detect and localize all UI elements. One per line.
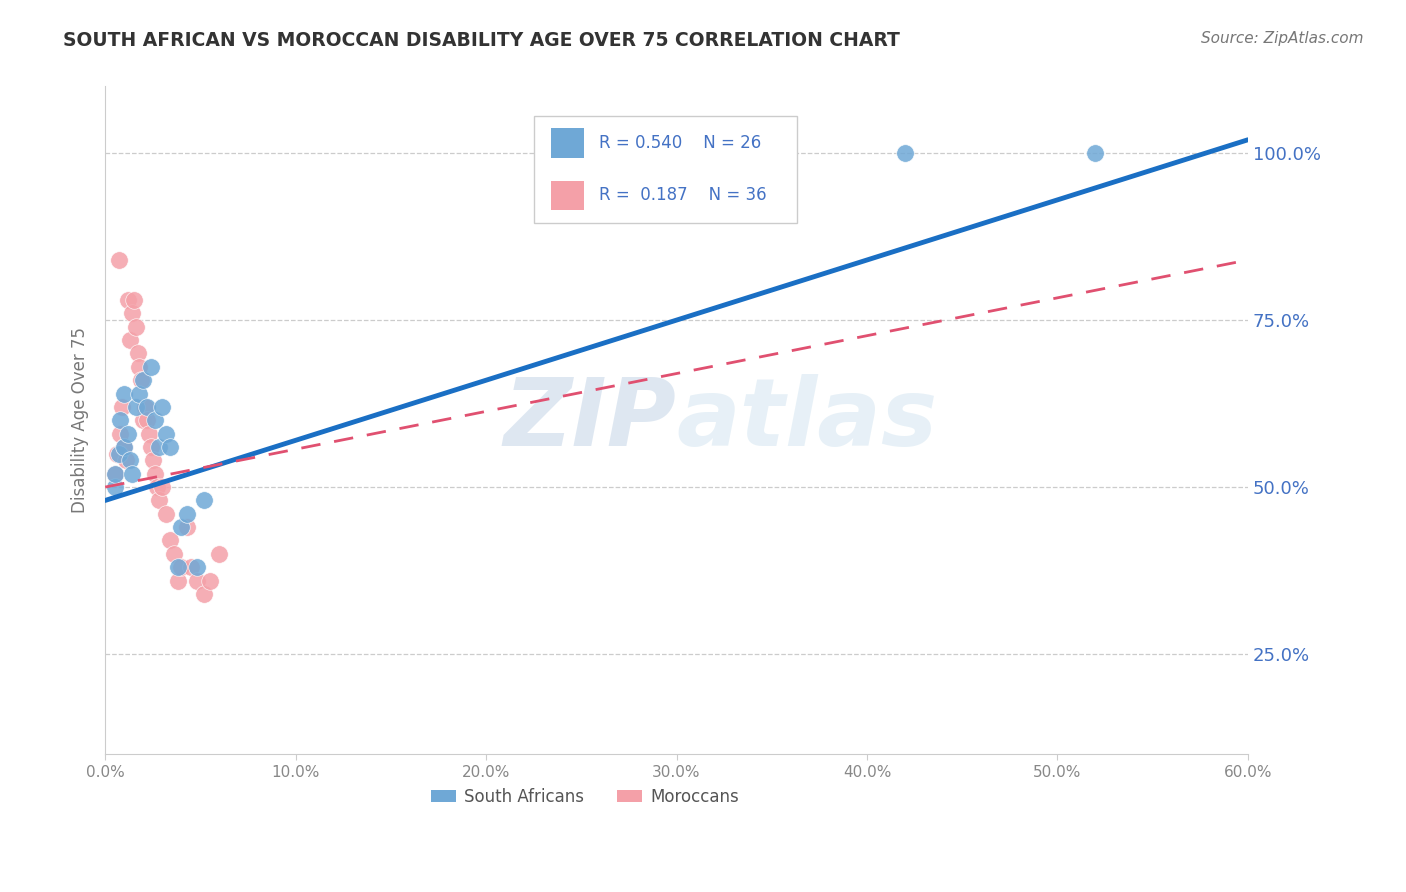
- Point: [186, 560, 208, 574]
- FancyBboxPatch shape: [551, 128, 583, 158]
- Point: [894, 146, 917, 161]
- Text: R =  0.187    N = 36: R = 0.187 N = 36: [599, 186, 766, 204]
- Point: [170, 560, 193, 574]
- Point: [193, 587, 215, 601]
- Point: [107, 447, 129, 461]
- Point: [121, 306, 143, 320]
- Point: [107, 252, 129, 267]
- Point: [118, 333, 141, 347]
- Point: [127, 346, 149, 360]
- Point: [125, 319, 148, 334]
- Point: [1084, 146, 1107, 161]
- Point: [132, 413, 155, 427]
- Point: [128, 359, 150, 374]
- Point: [142, 453, 165, 467]
- Point: [110, 426, 132, 441]
- Point: [138, 426, 160, 441]
- Point: [170, 520, 193, 534]
- Point: [128, 386, 150, 401]
- Point: [104, 467, 127, 481]
- Point: [180, 560, 202, 574]
- Point: [132, 373, 155, 387]
- Point: [134, 400, 156, 414]
- Legend: South Africans, Moroccans: South Africans, Moroccans: [425, 781, 747, 813]
- Point: [121, 467, 143, 481]
- Point: [112, 386, 135, 401]
- Point: [125, 400, 148, 414]
- Point: [166, 574, 188, 588]
- Point: [193, 493, 215, 508]
- Point: [166, 560, 188, 574]
- Text: Source: ZipAtlas.com: Source: ZipAtlas.com: [1201, 31, 1364, 46]
- Point: [176, 507, 198, 521]
- FancyBboxPatch shape: [534, 117, 797, 223]
- Text: R = 0.540    N = 26: R = 0.540 N = 26: [599, 134, 761, 153]
- Point: [155, 426, 177, 441]
- Point: [117, 426, 139, 441]
- Y-axis label: Disability Age Over 75: Disability Age Over 75: [72, 327, 89, 513]
- Point: [118, 453, 141, 467]
- Point: [150, 480, 173, 494]
- Point: [198, 574, 221, 588]
- Point: [143, 467, 166, 481]
- Point: [208, 547, 231, 561]
- Point: [112, 440, 135, 454]
- Point: [163, 547, 186, 561]
- Point: [139, 359, 162, 374]
- Text: SOUTH AFRICAN VS MOROCCAN DISABILITY AGE OVER 75 CORRELATION CHART: SOUTH AFRICAN VS MOROCCAN DISABILITY AGE…: [63, 31, 900, 50]
- Point: [155, 507, 177, 521]
- Point: [159, 440, 181, 454]
- Point: [112, 440, 135, 454]
- Point: [122, 293, 145, 307]
- Point: [115, 453, 138, 467]
- Point: [143, 413, 166, 427]
- Point: [136, 413, 159, 427]
- FancyBboxPatch shape: [551, 180, 583, 210]
- Point: [145, 480, 167, 494]
- Point: [176, 520, 198, 534]
- Point: [105, 447, 128, 461]
- Point: [186, 574, 208, 588]
- Point: [117, 293, 139, 307]
- Point: [136, 400, 159, 414]
- Point: [104, 467, 127, 481]
- Text: ZIP: ZIP: [503, 375, 676, 467]
- Point: [148, 493, 170, 508]
- Point: [131, 373, 153, 387]
- Point: [159, 533, 181, 548]
- Text: atlas: atlas: [676, 375, 938, 467]
- Point: [150, 400, 173, 414]
- Point: [104, 480, 127, 494]
- Point: [110, 413, 132, 427]
- Point: [148, 440, 170, 454]
- Point: [139, 440, 162, 454]
- Point: [111, 400, 134, 414]
